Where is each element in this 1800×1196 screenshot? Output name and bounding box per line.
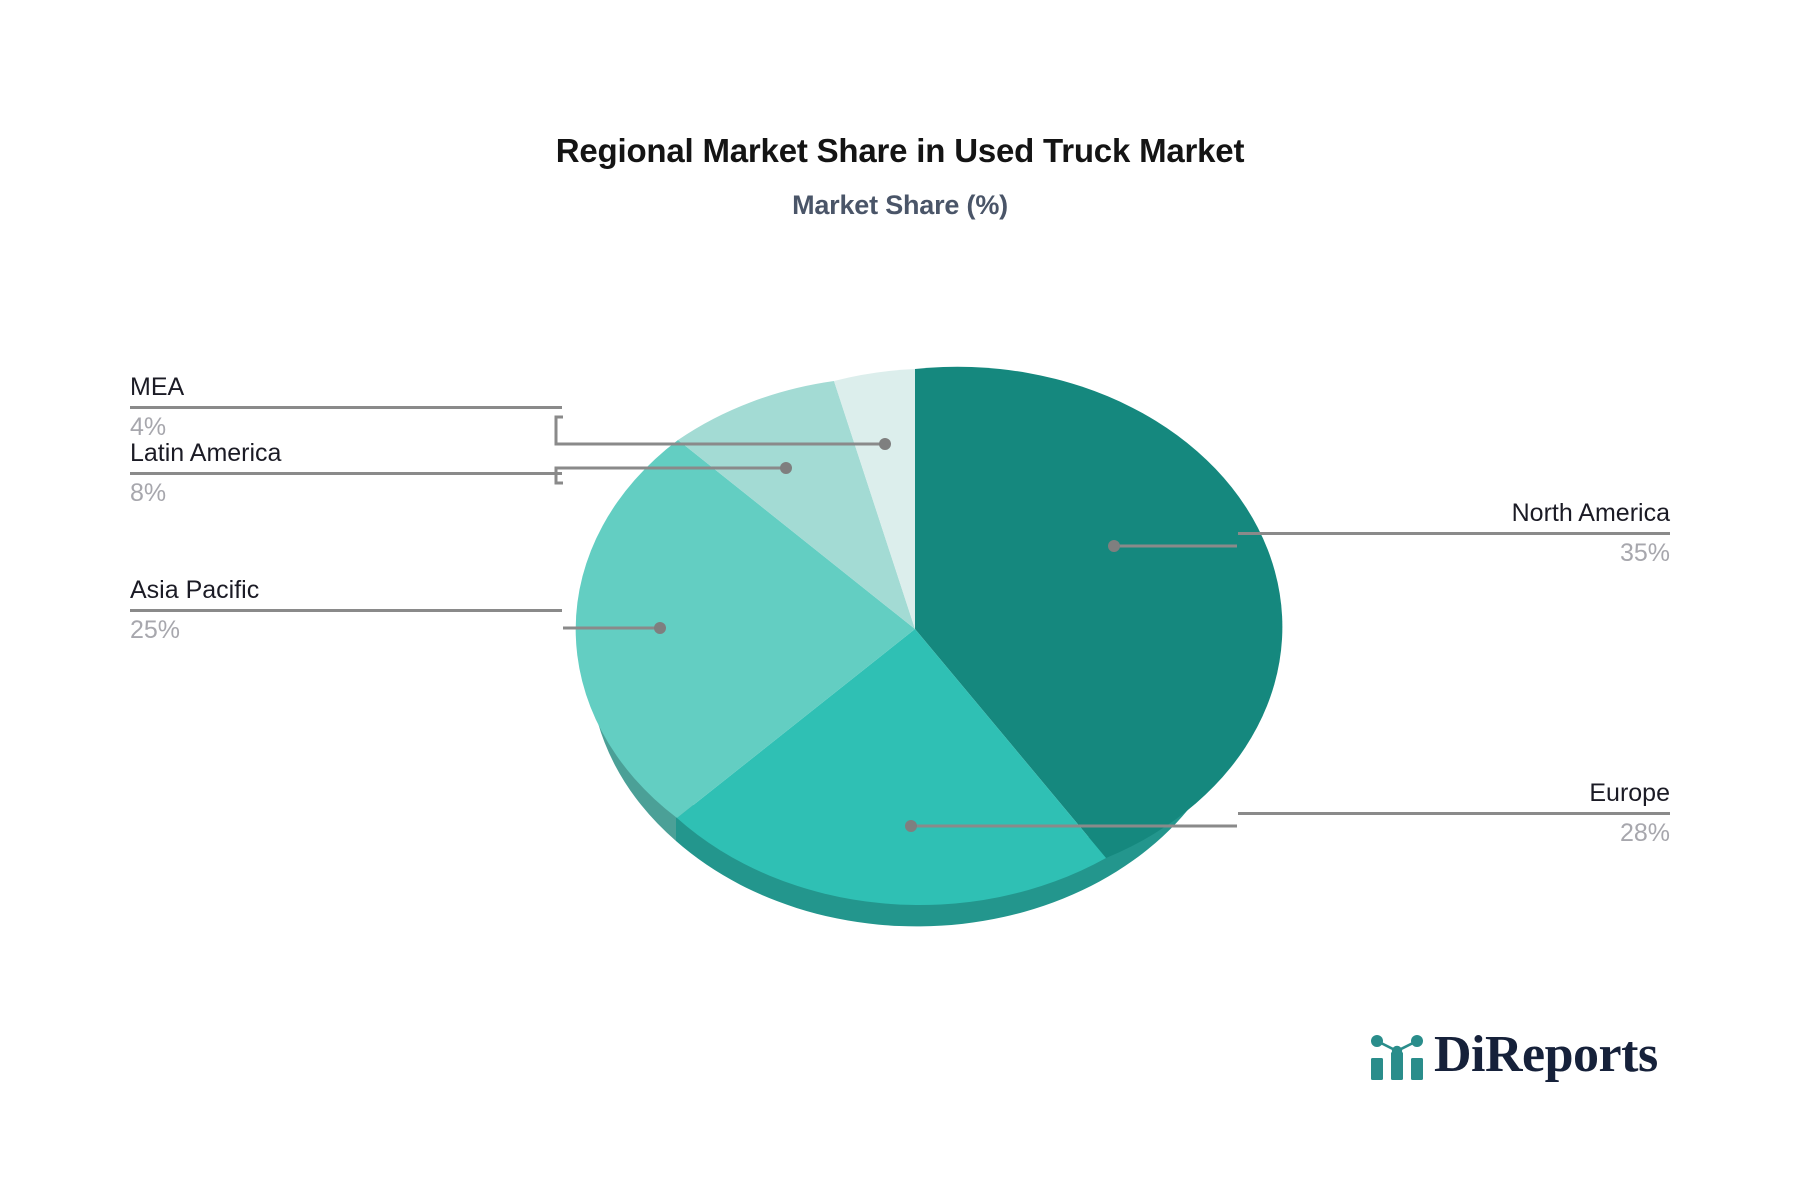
callout-asia-pacific-label: Asia Pacific — [130, 576, 260, 604]
callout-europe-rule — [1238, 812, 1670, 815]
leader-line-latin-america — [554, 466, 781, 485]
callout-latin-america-label: Latin America — [130, 439, 282, 467]
leader-dot-mea — [879, 438, 891, 450]
leader-lines — [554, 415, 1237, 832]
callout-mea-value: 4% — [130, 413, 167, 441]
callout-north-america-label: North America — [1511, 499, 1670, 527]
callout-latin-america[interactable]: Latin America 8% — [130, 438, 562, 508]
leader-line-mea — [554, 415, 880, 446]
callout-north-america-value: 35% — [1619, 539, 1670, 567]
callout-north-america[interactable]: North America 35% — [1238, 498, 1670, 568]
callout-asia-pacific-value: 25% — [130, 616, 181, 644]
bar-chart-logo-icon — [1371, 1035, 1423, 1080]
brand-logo: DiReports — [1368, 1022, 1658, 1088]
leader-dot-north-america — [1108, 540, 1120, 552]
callout-europe-value: 28% — [1619, 819, 1670, 847]
callout-latin-america-rule — [130, 472, 562, 475]
chart-title: Regional Market Share in Used Truck Mark… — [555, 132, 1245, 169]
callout-mea[interactable]: MEA 4% — [130, 372, 562, 442]
callout-asia-pacific[interactable]: Asia Pacific 25% — [130, 575, 562, 645]
pie-slice-asia-pacific[interactable] — [575, 440, 915, 818]
pie-slices — [575, 366, 1283, 906]
callout-europe[interactable]: Europe 28% — [1238, 778, 1670, 848]
callout-latin-america-value: 8% — [130, 479, 167, 507]
callout-north-america-rule — [1238, 532, 1670, 535]
brand-wordmark: DiReports — [1434, 1026, 1658, 1083]
callout-mea-rule — [130, 406, 562, 409]
callout-europe-label: Europe — [1589, 779, 1670, 807]
chart-subtitle: Market Share (%) — [792, 190, 1008, 220]
leader-dot-europe — [905, 820, 917, 832]
leader-dot-asia-pacific — [654, 622, 666, 634]
pie-slice-europe[interactable] — [677, 629, 1106, 906]
pie-slice-north-america[interactable] — [915, 366, 1283, 858]
leader-dot-latin-america — [780, 462, 792, 474]
callout-mea-label: MEA — [130, 373, 185, 401]
pie-slice-mea[interactable] — [834, 369, 915, 629]
callout-asia-pacific-rule — [130, 609, 562, 612]
